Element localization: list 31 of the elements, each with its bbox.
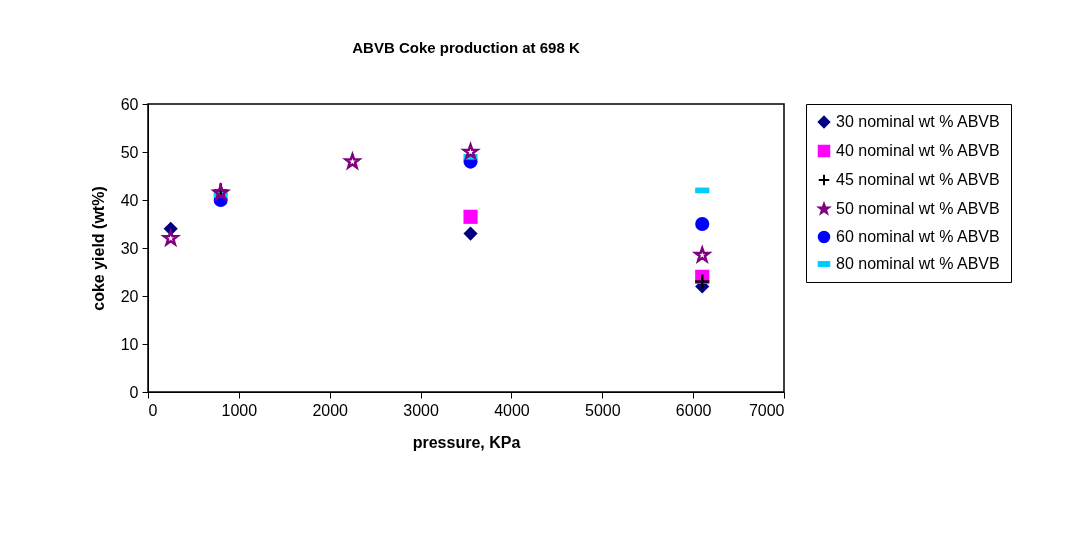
y-tick-label: 0 — [129, 383, 139, 401]
legend-label: 60 nominal wt % ABVB — [836, 228, 1000, 245]
point — [692, 244, 713, 264]
x-tick-label: 1000 — [221, 401, 258, 419]
y-tick-label: 30 — [120, 239, 139, 257]
point — [463, 209, 478, 224]
legend-label: 50 nominal wt % ABVB — [836, 200, 1000, 217]
x-tick-label: 4000 — [494, 401, 530, 419]
point — [342, 151, 363, 171]
y-tick-label: 10 — [120, 335, 139, 353]
y-tick-label: 40 — [120, 191, 139, 209]
chart-title: ABVB Coke production at 698 K — [352, 39, 580, 56]
y-tick-label: 60 — [120, 95, 139, 113]
x-tick-label: 3000 — [403, 401, 439, 419]
point — [463, 226, 478, 241]
legend-label: 80 nominal wt % ABVB — [836, 255, 1000, 272]
point — [695, 216, 710, 232]
x-tick-label: 0 — [148, 401, 158, 419]
x-axis-title: pressure, KPa — [412, 433, 521, 451]
x-tick-label: 2000 — [312, 401, 349, 419]
legend-label: 45 nominal wt % ABVB — [836, 171, 1000, 188]
point — [460, 141, 481, 161]
point — [693, 273, 711, 290]
x-tick-label: 7000 — [748, 401, 785, 419]
legend-label: 30 nominal wt % ABVB — [836, 113, 1000, 130]
x-tick-label: 5000 — [584, 401, 621, 419]
x-tick-label: 6000 — [675, 401, 712, 419]
y-tick-label: 50 — [120, 143, 139, 161]
y-tick-label: 20 — [120, 287, 139, 305]
y-axis-title: coke yield (wt%) — [89, 186, 107, 311]
legend-label: 40 nominal wt % ABVB — [836, 142, 1000, 159]
